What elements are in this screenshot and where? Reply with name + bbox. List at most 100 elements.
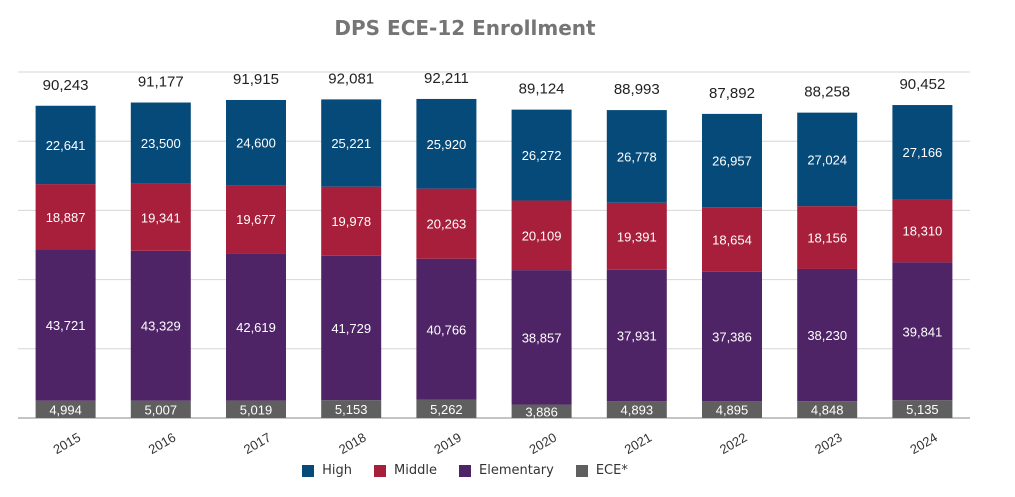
bar-segment-middle-2022 (702, 207, 762, 272)
segment-label: 27,024 (807, 152, 847, 167)
total-label: 87,892 (709, 85, 755, 102)
bar-segment-elementary-2022 (702, 271, 762, 402)
segment-label: 18,310 (903, 224, 943, 239)
segment-label: 25,221 (331, 136, 371, 151)
bar-segment-high-2022 (702, 113, 762, 208)
bar-segment-middle-2015 (35, 184, 96, 250)
bar-segment-middle-2024 (892, 199, 953, 263)
total-label: 91,915 (233, 71, 279, 88)
segment-label: 18,654 (712, 232, 752, 247)
bar-segment-ece-2015 (35, 400, 96, 418)
segment-label: 23,500 (141, 136, 181, 151)
x-tick-label: 2015 (51, 430, 84, 457)
segment-label: 25,920 (427, 137, 467, 152)
bar-segment-middle-2018 (321, 186, 382, 256)
segment-label: 38,857 (522, 330, 562, 345)
x-tick-label: 2022 (717, 430, 750, 457)
legend-label: High (322, 463, 353, 478)
segment-label: 39,841 (903, 324, 943, 339)
bar-segment-elementary-2020 (511, 270, 572, 405)
segment-label: 18,156 (807, 231, 847, 246)
segment-label: 26,272 (522, 148, 562, 163)
bar-segment-middle-2016 (130, 183, 191, 251)
total-label: 92,211 (424, 70, 469, 87)
bar-segment-ece-2017 (226, 400, 286, 418)
bar-segment-high-2017 (226, 99, 286, 186)
bar-segment-high-2018 (321, 99, 382, 187)
legend-item-high: High (302, 463, 352, 478)
segment-label: 19,677 (236, 212, 276, 227)
segment-label: 27,166 (903, 145, 943, 160)
x-tick-label: 2023 (812, 430, 845, 457)
segment-label: 43,329 (141, 319, 181, 334)
legend-swatch (374, 464, 387, 477)
segment-label: 40,766 (427, 322, 467, 337)
bar-segment-middle-2020 (511, 200, 572, 271)
legend-label: ECE* (595, 463, 628, 478)
x-tick-label: 2017 (241, 430, 274, 457)
legend-label: Middle (394, 463, 437, 478)
total-label: 89,124 (519, 81, 565, 98)
segment-label: 26,957 (712, 154, 752, 169)
segment-label: 43,721 (46, 318, 86, 333)
legend-item-middle: Middle (374, 463, 437, 478)
bar-segment-middle-2021 (606, 202, 667, 270)
segment-label: 4,848 (811, 403, 844, 418)
segment-label: 5,135 (906, 402, 939, 417)
segment-label: 19,978 (331, 214, 371, 229)
x-tick-label: 2024 (907, 430, 940, 457)
bar-segment-elementary-2017 (226, 253, 286, 401)
segment-label: 19,341 (141, 210, 181, 225)
x-tick-label: 2021 (622, 430, 655, 457)
bar-segment-high-2024 (892, 105, 953, 200)
bar-segment-high-2015 (35, 105, 96, 185)
segment-label: 41,729 (331, 321, 371, 336)
bar-segment-ece-2018 (321, 400, 382, 418)
bar-segment-elementary-2016 (130, 250, 191, 401)
segment-label: 20,263 (427, 217, 467, 232)
bar-segment-high-2021 (606, 110, 667, 203)
bar-segment-elementary-2024 (892, 262, 953, 401)
segment-label: 42,619 (236, 320, 276, 335)
bar-segment-middle-2019 (416, 188, 477, 259)
total-label: 90,452 (899, 76, 945, 93)
chart-legend: High Middle Elementary ECE* (0, 463, 930, 478)
segment-label: 26,778 (617, 149, 657, 164)
bar-segment-ece-2019 (416, 399, 477, 418)
segment-label: 37,386 (712, 329, 752, 344)
x-tick-label: 2019 (431, 430, 464, 457)
segment-label: 5,262 (430, 402, 463, 417)
segment-label: 4,893 (621, 403, 654, 418)
legend-item-ece: ECE* (575, 463, 628, 478)
bar-segment-ece-2021 (606, 401, 667, 418)
total-label: 88,993 (614, 81, 660, 98)
bar-segment-high-2023 (797, 112, 858, 207)
bar-segment-ece-2022 (702, 401, 762, 418)
legend-swatch (302, 464, 315, 477)
segment-label: 20,109 (522, 228, 562, 243)
bar-segment-ece-2023 (797, 401, 858, 418)
bar-segment-middle-2017 (226, 185, 286, 254)
bar-segment-middle-2023 (797, 206, 858, 269)
bar-segment-ece-2024 (892, 400, 953, 418)
segment-label: 37,931 (617, 328, 657, 343)
segment-label: 24,600 (236, 136, 276, 151)
stacked-bar-chart: 4,994 43,721 18,887 22,641 90,243 2015 5,007 43… (18, 70, 970, 457)
total-label: 90,243 (43, 77, 89, 94)
legend-label: Elementary (479, 463, 554, 478)
chart-title: DPS ECE-12 Enrollment (334, 16, 596, 40)
segment-label: 5,007 (145, 402, 178, 417)
bar-segment-elementary-2023 (797, 268, 858, 402)
segment-label: 38,230 (807, 328, 847, 343)
segment-label: 22,641 (46, 138, 86, 153)
bar-segment-elementary-2019 (416, 258, 477, 400)
legend-item-elementary: Elementary (459, 463, 554, 478)
legend-swatch (459, 464, 471, 477)
total-label: 92,081 (328, 70, 374, 87)
bar-segment-high-2016 (130, 102, 191, 184)
bar-segment-elementary-2018 (321, 255, 382, 401)
bar-segment-ece-2016 (130, 400, 191, 418)
bar-segment-high-2019 (416, 98, 477, 189)
total-label: 91,177 (138, 74, 184, 91)
x-tick-label: 2018 (336, 430, 369, 457)
